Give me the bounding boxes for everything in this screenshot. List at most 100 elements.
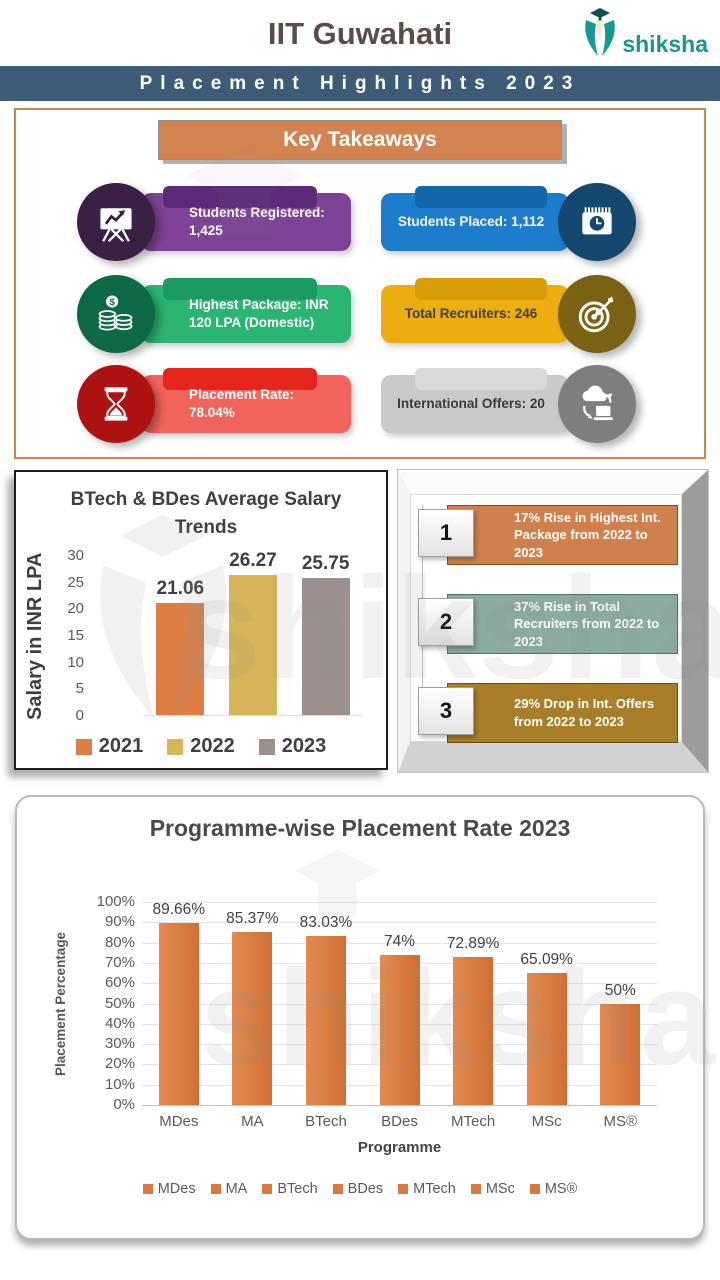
legend-label: 2021	[98, 735, 144, 757]
stat-pill: Highest Package: INR 120 LPA (Domestic)	[141, 278, 351, 343]
bar-group-MS®: 50%	[583, 981, 657, 1105]
gridline	[142, 942, 657, 944]
x-tick-label: BTech	[305, 1113, 347, 1130]
salary-chart-legend: 2021 2022 2023	[16, 735, 386, 758]
bar-2022	[228, 574, 277, 715]
bar-BTech	[305, 936, 346, 1105]
highlights-inner: 17% Rise in Highest Int. Package from 20…	[410, 494, 682, 743]
bar-MTech	[453, 957, 494, 1105]
legend-label: MDes	[157, 1181, 196, 1197]
stat-icon-circle	[77, 365, 155, 443]
y-tick-label: 5	[75, 680, 84, 698]
stat-label: Students Registered: 1,425	[189, 205, 325, 238]
stat-pill: Students Registered: 1,425	[141, 186, 351, 251]
x-tick-label: MDes	[159, 1113, 199, 1130]
target-arrow-icon	[578, 296, 614, 333]
stat-icon-circle	[77, 183, 155, 261]
programme-chart-legend: MDes MA BTech BDes MTech MSc MS®	[17, 1181, 703, 1197]
bar-group-BTech: 83.03%	[289, 914, 363, 1105]
legend-swatch	[470, 1184, 481, 1194]
legend-label: MTech	[413, 1181, 456, 1197]
legend-swatch	[142, 1184, 153, 1194]
y-tick-label: 25	[67, 573, 84, 591]
stat-icon-circle	[558, 365, 636, 443]
bar-group-2023: 25.75	[301, 553, 350, 715]
key-takeaways-title: Key Takeaways	[158, 120, 562, 160]
bar-BDes	[379, 954, 420, 1105]
legend-swatch	[332, 1184, 343, 1194]
callout-text: 29% Drop in Int. Offers from 2022 to 202…	[514, 696, 655, 729]
shiksha-logo-icon	[585, 8, 616, 56]
x-tick-label: BDes	[381, 1113, 418, 1130]
bar-value-label: 65.09%	[520, 950, 573, 968]
callout-row-1: 17% Rise in Highest Int. Package from 20…	[411, 505, 681, 565]
highlights-panel: 17% Rise in Highest Int. Package from 20…	[397, 469, 709, 773]
legend-label: MA	[225, 1181, 248, 1197]
stat-label: Total Recruiters: 246	[404, 306, 538, 322]
legend-item-2022: 2022	[167, 735, 235, 758]
bar-group-MTech: 72.89%	[436, 935, 510, 1105]
bar-value-label: 50%	[604, 981, 636, 999]
programme-chart-ylabel: Placement Percentage	[53, 931, 68, 1076]
y-tick-label: 90%	[104, 913, 135, 931]
shiksha-logo: shiksha	[580, 8, 708, 60]
stat-pill: Students Placed: 1,112	[381, 186, 569, 251]
legend-label: MS®	[544, 1181, 578, 1197]
banner: Placement Highlights 2023	[0, 66, 720, 101]
stat-label: Highest Package: INR 120 LPA (Domestic)	[189, 297, 329, 330]
y-tick-label: 70%	[104, 953, 135, 971]
y-tick-label: 30%	[104, 1035, 135, 1053]
legend-swatch	[262, 1184, 273, 1194]
shiksha-logo-text: shiksha	[622, 31, 708, 57]
presentation-chart-icon	[100, 208, 132, 243]
x-tick-label: MA	[241, 1113, 264, 1130]
stat-label: Students Placed: 1,112	[397, 214, 545, 230]
legend-item-MSc: MSc	[470, 1181, 515, 1197]
stat-pill: International Offers: 20	[381, 368, 569, 433]
stat-icon-circle	[558, 275, 636, 353]
bar-value-label: 89.66%	[152, 901, 206, 918]
bar-group-2022: 26.27	[228, 550, 277, 715]
bar-2021	[156, 602, 205, 715]
x-tick-label: MTech	[451, 1113, 496, 1130]
legend-label: BTech	[277, 1181, 318, 1197]
y-tick-label: 10%	[104, 1075, 135, 1093]
calendar-clock-icon	[582, 207, 612, 235]
y-tick-label: 20	[67, 600, 84, 618]
programme-chart-title: Programme-wise Placement Rate 2023	[149, 815, 571, 841]
legend-swatch	[529, 1184, 540, 1194]
bar-value-label: 83.03%	[299, 914, 353, 932]
bar-group-BDes: 74%	[363, 933, 437, 1105]
y-tick-label: 10	[67, 653, 84, 671]
y-tick-label: 60%	[104, 974, 135, 992]
bar-group-2021: 21.06	[156, 578, 205, 715]
page-title: IIT Guwahati	[267, 16, 453, 51]
callout-number: 1	[418, 509, 474, 557]
bar-MS®	[600, 1003, 641, 1105]
y-tick-label: 40%	[104, 1014, 135, 1032]
legend-label: 2022	[190, 735, 235, 757]
legend-item-2023: 2023	[258, 735, 327, 758]
x-tick-label: MSc	[531, 1113, 562, 1130]
y-tick-label: 100%	[96, 893, 135, 910]
bar-group-MSc: 65.09%	[510, 951, 584, 1105]
bar-group-MA: 85.37%	[216, 910, 290, 1105]
cloud-laptop-icon	[582, 385, 613, 421]
bar-group-MDes: 89.66%	[142, 901, 216, 1105]
programme-chart-xticks: MDes MA BTech BDes MTech MSc MS®	[142, 1113, 657, 1130]
legend-label: 2023	[281, 735, 327, 757]
salary-chart-plot: 21.06 26.27 25.75	[144, 550, 362, 716]
bar-value-label: 74%	[384, 932, 416, 950]
callout-number: 3	[418, 687, 474, 735]
legend-item-2021: 2021	[75, 735, 144, 758]
legend-item-MTech: MTech	[398, 1181, 456, 1197]
legend-swatch	[75, 738, 92, 755]
bar-value-label: 85.37%	[226, 909, 279, 927]
programme-chart-plot: 89.66% 85.37% 83.03% 74% 72.89% 65.09% 50%	[142, 901, 657, 1105]
stat-pill: Total Recruiters: 246	[381, 278, 569, 343]
bar-MSc	[526, 972, 567, 1105]
legend-swatch	[167, 738, 184, 755]
salary-chart-panel: BTech & BDes Average Salary Trends Salar…	[14, 470, 388, 770]
svg-text:$: $	[110, 297, 116, 308]
callout-text: 17% Rise in Highest Int. Package from 20…	[514, 509, 661, 560]
